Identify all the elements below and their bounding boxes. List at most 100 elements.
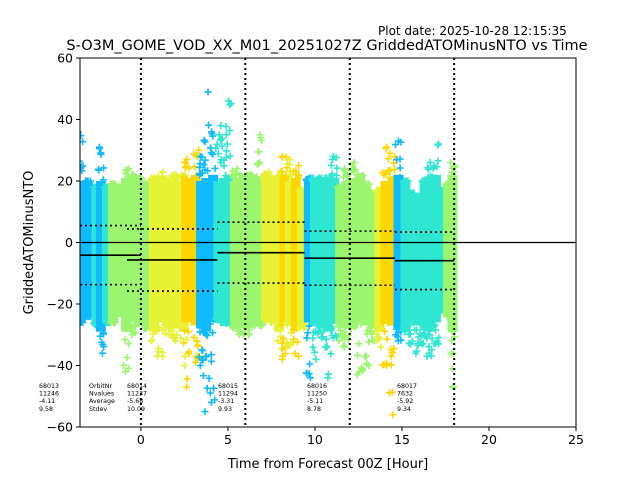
scatter-point: [161, 330, 169, 338]
x-tick-label: 20: [481, 432, 497, 447]
scatter-column-core: [323, 181, 333, 332]
scatter-point: [253, 161, 261, 169]
y-tick-label: 40: [57, 112, 73, 127]
scatter-point: [434, 157, 442, 165]
scatter-column-core: [424, 177, 435, 332]
scatter-point: [233, 165, 241, 173]
orbit-stat-nvalues: 11294: [218, 391, 238, 398]
scatter-point: [207, 398, 215, 406]
scatter-point: [94, 165, 102, 173]
scatter-point: [428, 335, 436, 343]
scatter-column-core: [361, 184, 372, 326]
scatter-point: [256, 322, 264, 330]
scatter-point: [158, 173, 166, 181]
scatter-point: [396, 174, 404, 182]
scatter-column-core: [309, 177, 320, 326]
orbit-stat-label: Nvalues: [89, 391, 114, 398]
scatter-point: [335, 337, 343, 345]
scatter-point: [183, 383, 191, 391]
scatter-point: [212, 315, 220, 323]
scatter-point: [330, 152, 338, 160]
scatter-point: [277, 326, 285, 334]
scatter-point: [395, 329, 403, 337]
scatter-point: [406, 189, 414, 197]
scatter-point: [181, 327, 189, 335]
y-axis-label: GriddedATOMinusNTO: [22, 171, 37, 315]
scatter-point: [204, 167, 212, 175]
scatter-point: [213, 140, 221, 148]
scatter-point: [383, 335, 391, 343]
scatter-point: [374, 186, 382, 194]
scatter-point: [323, 320, 331, 328]
scatter-point: [203, 384, 211, 392]
orbit-stat-nvalues: 7632: [397, 391, 413, 398]
scatter-point: [218, 142, 226, 150]
scatter-point: [215, 131, 223, 139]
scatter-column-core: [142, 184, 153, 329]
scatter-point: [226, 101, 234, 109]
scatter-point: [283, 343, 291, 351]
y-tick-label: −20: [47, 297, 73, 312]
scatter-point: [329, 334, 337, 342]
orbit-stat-average: -4.11: [39, 398, 55, 405]
scatter-point: [209, 175, 217, 183]
scatter-point: [218, 134, 226, 142]
scatter-point: [121, 368, 129, 376]
scatter-point: [447, 159, 455, 167]
scatter-column: [423, 159, 436, 360]
scatter-column: [347, 159, 360, 333]
scatter-column: [81, 177, 94, 320]
scatter-column: [147, 174, 161, 345]
scatter-point: [222, 154, 230, 162]
scatter-point: [170, 333, 178, 341]
scatter-point: [302, 369, 310, 377]
scatter-point: [344, 332, 352, 340]
scatter-point: [97, 149, 105, 157]
scatter-point: [312, 355, 320, 363]
scatter-point: [341, 328, 349, 336]
scatter-point: [190, 150, 198, 158]
scatter-point: [168, 327, 176, 335]
orbit-stat-nvalues: 11250: [307, 391, 327, 398]
scatter-column: [327, 152, 341, 342]
scatter-point: [201, 156, 209, 164]
scatter-point: [280, 175, 288, 183]
orbit-stat-stdev: 9.34: [397, 406, 411, 413]
scatter-point: [421, 332, 429, 340]
scatter-point: [190, 333, 198, 341]
scatter-point: [196, 152, 204, 160]
scatter-column-core: [181, 177, 192, 323]
scatter-point: [355, 176, 363, 184]
scatter-column: [314, 174, 327, 342]
scatter-column-core: [335, 187, 346, 326]
scatter-point: [328, 170, 336, 178]
orbit-stat-average: -3.31: [218, 398, 234, 405]
scatter-point: [128, 324, 136, 332]
scatter-point: [235, 328, 243, 336]
scatter-column: [253, 131, 267, 330]
scatter-point: [383, 143, 391, 151]
scatter-point: [205, 374, 213, 382]
scatter-point: [435, 340, 443, 348]
scatter-point: [120, 361, 128, 369]
y-tick-label: −60: [47, 420, 73, 435]
scatter-point: [210, 384, 218, 392]
scatter-point: [426, 331, 434, 339]
scatter-point: [381, 327, 389, 335]
orbit-stat-average: -5.11: [307, 398, 323, 405]
scatter-point: [184, 328, 192, 336]
scatter-column: [392, 137, 405, 345]
scatter-point: [423, 352, 431, 360]
scatter-point: [390, 345, 398, 353]
scatter-point: [306, 360, 314, 368]
scatter-point: [149, 319, 157, 327]
scatter-point: [214, 150, 222, 158]
scatter-point: [222, 122, 230, 130]
scatter-column: [127, 171, 140, 339]
scatter-point: [430, 322, 438, 330]
scatter-point: [353, 351, 361, 359]
scatter-point: [448, 336, 456, 344]
scatter-point: [396, 164, 404, 172]
scatter-point: [198, 346, 206, 354]
